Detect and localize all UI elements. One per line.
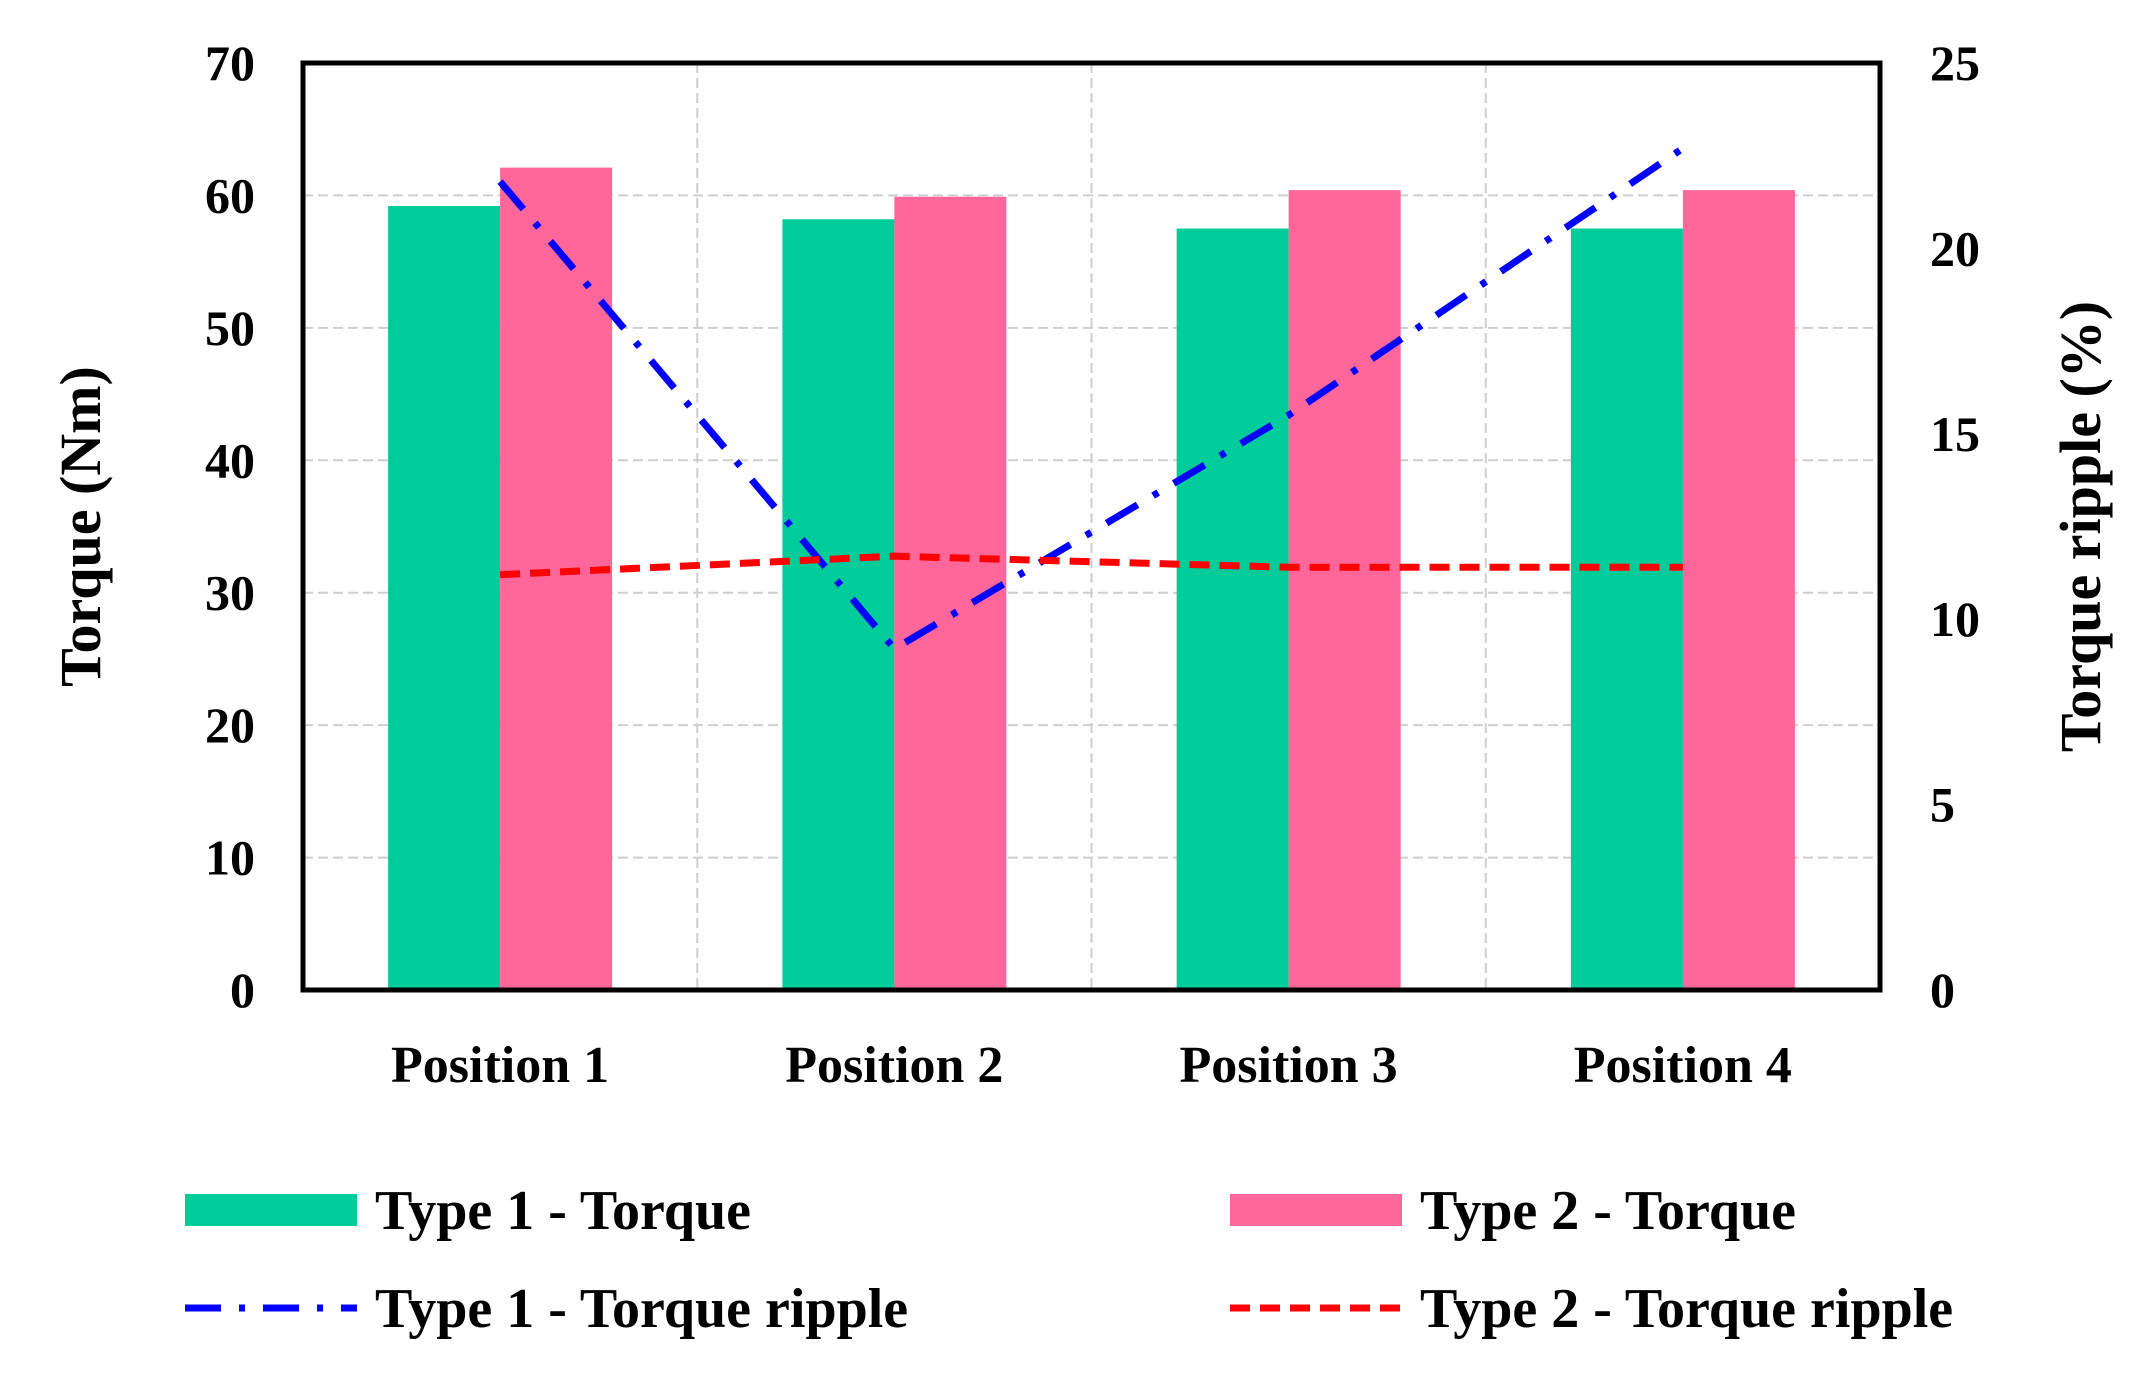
legend-item-4: Type 2 - Torque ripple <box>1230 1278 1953 1340</box>
category-labels: Position 1 Position 2 Position 3 Position 4 <box>391 1037 1792 1094</box>
left-tick-label: 50 <box>205 300 255 356</box>
right-tick-label: 15 <box>1930 406 1980 462</box>
legend-swatch <box>1230 1194 1402 1226</box>
line-type-1-torque-ripple <box>497 145 1685 653</box>
left-tick-label: 30 <box>205 565 255 621</box>
right-tick-label: 0 <box>1930 962 1955 1018</box>
right-axis-title: Torque ripple (%) <box>2048 301 2113 752</box>
bar-type-2-torque-3 <box>1288 190 1401 991</box>
legend-label: Type 2 - Torque ripple <box>1420 1278 1953 1340</box>
legend-item-3: Type 1 - Torque ripple <box>185 1278 908 1340</box>
legend-label: Type 2 - Torque <box>1420 1180 1796 1242</box>
category-label-1: Position 1 <box>391 1037 609 1094</box>
category-label-4: Position 4 <box>1574 1037 1792 1094</box>
category-label-3: Position 3 <box>1180 1037 1398 1094</box>
bar-type-2-torque-4 <box>1682 190 1795 991</box>
right-tick-label: 5 <box>1930 777 1955 833</box>
legend-swatch <box>185 1194 357 1226</box>
plot-frame <box>300 60 1883 993</box>
right-tick-label: 25 <box>1930 35 1980 91</box>
legend-label: Type 1 - Torque <box>375 1180 751 1242</box>
left-tick-label: 20 <box>205 697 255 753</box>
bar-type-1-torque-4 <box>1570 228 1683 991</box>
axis-tick-labels: 0 10 20 30 40 50 60 70 0 5 10 15 20 25 <box>205 35 1980 1018</box>
right-tick-label: 10 <box>1930 591 1980 647</box>
ripple-lines <box>497 145 1685 653</box>
bars <box>388 167 1795 991</box>
left-tick-label: 10 <box>205 830 255 886</box>
left-tick-label: 40 <box>205 432 255 488</box>
left-tick-label: 0 <box>230 962 255 1018</box>
bar-type-1-torque-3 <box>1176 228 1289 991</box>
bar-type-1-torque-1 <box>388 206 501 991</box>
bar-type-1-torque-2 <box>782 219 895 990</box>
line-type-2-torque-ripple <box>499 552 1683 579</box>
left-tick-label: 60 <box>205 167 255 223</box>
category-label-2: Position 2 <box>785 1037 1003 1094</box>
bar-type-2-torque-1 <box>500 167 613 990</box>
legend-label: Type 1 - Torque ripple <box>375 1278 908 1340</box>
right-tick-label: 20 <box>1930 220 1980 276</box>
legend-item-2: Type 2 - Torque <box>1230 1180 1796 1242</box>
legend: Type 1 - Torque Type 2 - Torque Type 1 - T… <box>185 1180 1953 1340</box>
left-tick-label: 70 <box>205 35 255 91</box>
legend-item-1: Type 1 - Torque <box>185 1180 751 1242</box>
left-axis-title: Torque (Nm) <box>48 366 113 687</box>
